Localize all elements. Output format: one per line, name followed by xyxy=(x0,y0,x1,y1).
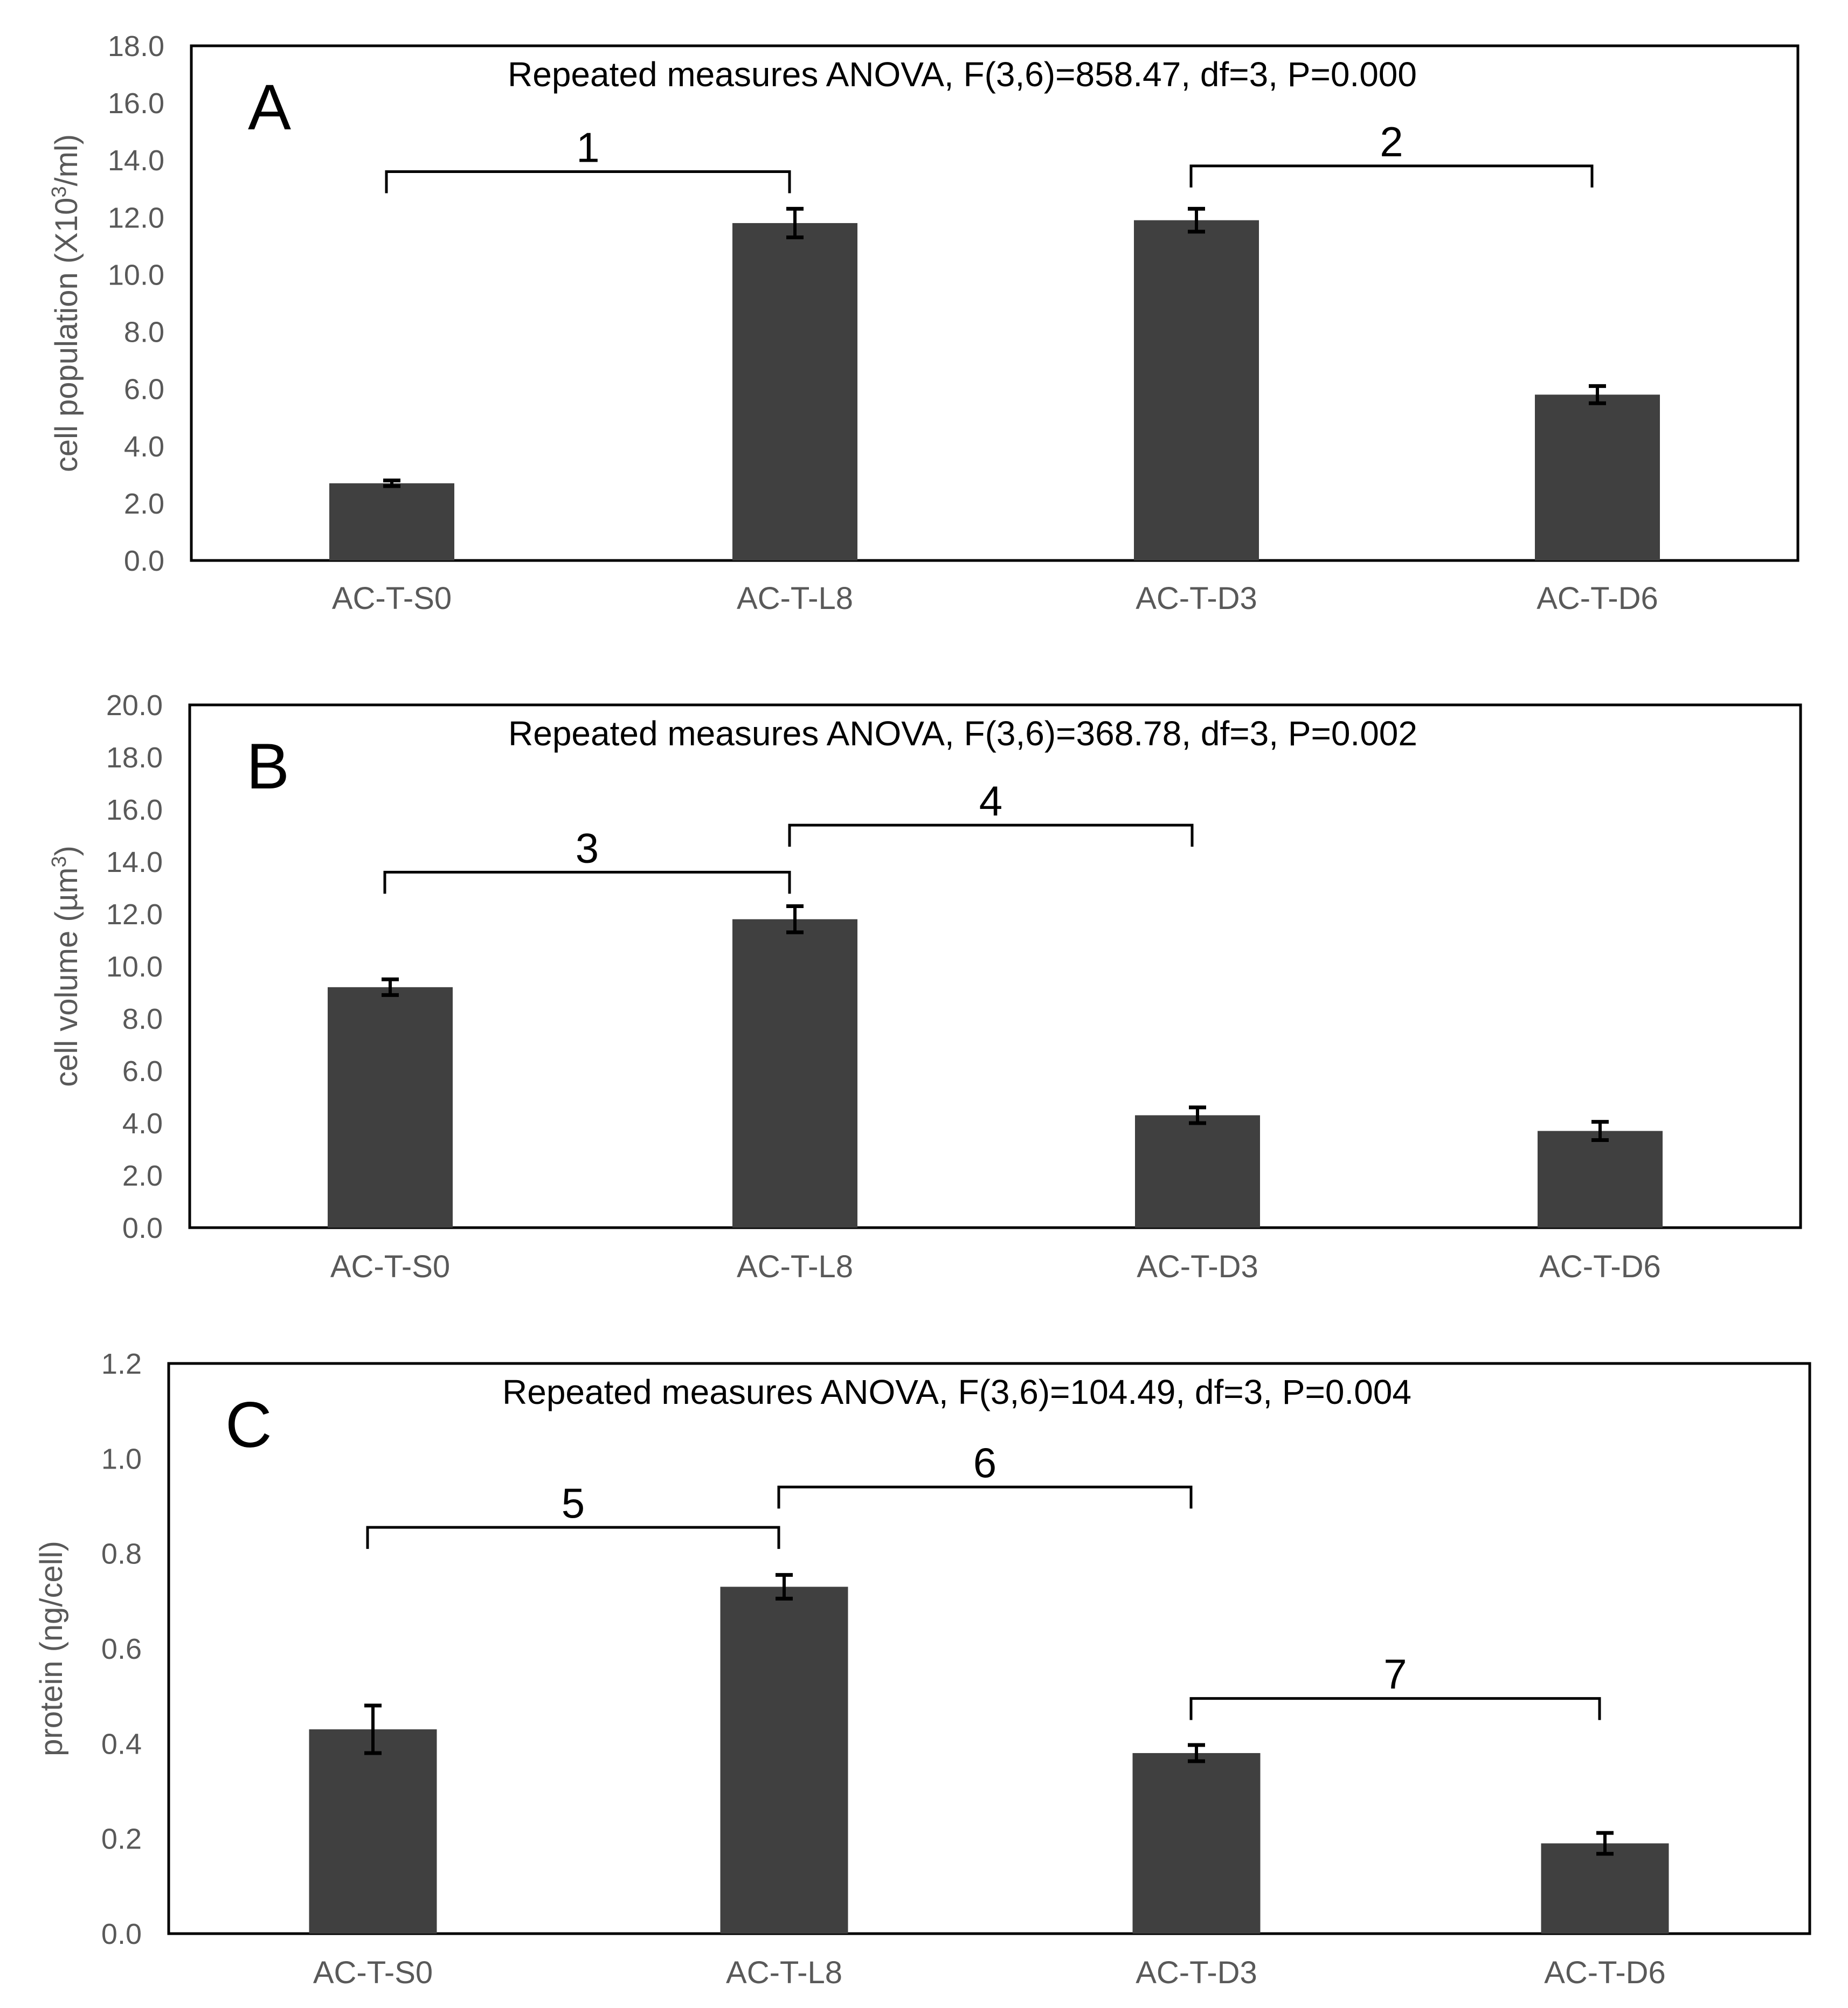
bar xyxy=(1132,1753,1261,1934)
anova-title: Repeated measures ANOVA, F(3,6)=858.47, … xyxy=(508,55,1417,94)
panel-letter: C xyxy=(225,1389,272,1461)
y-tick-label: 2.0 xyxy=(122,1160,163,1192)
y-tick-label: 8.0 xyxy=(124,316,164,349)
y-axis-title: protein (ng/cell) xyxy=(34,1541,69,1756)
bracket-label: 7 xyxy=(1383,1651,1407,1698)
error-bar xyxy=(1188,1743,1205,1763)
y-tick-label: 0.8 xyxy=(101,1538,142,1570)
x-tick-label: AC-T-L8 xyxy=(737,1249,853,1284)
plot-frame xyxy=(167,1362,1811,1935)
bracket-label: 3 xyxy=(576,824,599,871)
bracket-label: 5 xyxy=(562,1479,585,1527)
y-tick-label: 0.6 xyxy=(101,1633,142,1665)
x-tick-label: AC-T-S0 xyxy=(330,1249,450,1284)
significance-bracket: 2 xyxy=(1189,118,1594,188)
significance-bracket: 5 xyxy=(366,1479,780,1549)
y-tick-label: 18.0 xyxy=(108,30,164,63)
bar xyxy=(1538,1131,1663,1228)
y-tick-label: 10.0 xyxy=(106,951,163,983)
anova-title: Repeated measures ANOVA, F(3,6)=104.49, … xyxy=(502,1373,1411,1411)
y-tick-label: 12.0 xyxy=(106,898,163,931)
y-axis-title: cell volume (µm3) xyxy=(48,846,84,1087)
bar xyxy=(732,919,857,1228)
y-tick-label: 18.0 xyxy=(106,742,163,774)
y-tick-label: 0.2 xyxy=(101,1823,142,1855)
error-bar xyxy=(1589,384,1606,405)
bar xyxy=(328,987,453,1228)
x-tick-label: AC-T-L8 xyxy=(737,581,853,616)
bracket-label: 6 xyxy=(973,1439,996,1486)
y-tick-label: 12.0 xyxy=(108,202,164,234)
y-tick-label: 6.0 xyxy=(124,373,164,406)
y-tick-label: 1.2 xyxy=(101,1348,142,1380)
error-bar xyxy=(776,1573,793,1601)
x-tick-label: AC-T-D6 xyxy=(1536,581,1658,616)
error-bar xyxy=(364,1704,382,1755)
x-tick-label: AC-T-D6 xyxy=(1544,1955,1666,1990)
significance-bracket: 7 xyxy=(1189,1651,1601,1720)
significance-bracket: 3 xyxy=(383,824,791,894)
y-tick-label: 0.0 xyxy=(124,545,164,577)
error-bar xyxy=(786,206,804,239)
y-tick-label: 0.0 xyxy=(101,1918,142,1950)
panel-a: 0.0 2.0 4.0 6.0 8.0 10.0 12.0 14.0 16.0 18.0 AC-T-… xyxy=(48,30,1799,616)
significance-bracket: 4 xyxy=(788,777,1194,847)
x-tick-label: AC-T-D3 xyxy=(1136,1955,1257,1990)
x-tick-label: AC-T-S0 xyxy=(332,581,452,616)
bar xyxy=(720,1587,848,1934)
x-tick-label: AC-T-D6 xyxy=(1539,1249,1661,1284)
error-bar xyxy=(1591,1120,1609,1143)
bracket-label: 4 xyxy=(979,777,1002,825)
y-tick-label: 0.4 xyxy=(101,1728,142,1760)
significance-bracket: 1 xyxy=(385,123,791,193)
y-tick-label: 6.0 xyxy=(122,1055,163,1088)
y-axis-title: cell population (X103/ml) xyxy=(48,134,84,472)
bracket-label: 2 xyxy=(1380,118,1403,165)
y-tick-label: 1.0 xyxy=(101,1443,142,1475)
anova-title: Repeated measures ANOVA, F(3,6)=368.78, … xyxy=(508,714,1417,753)
error-bar xyxy=(1189,1105,1206,1125)
y-tick-label: 20.0 xyxy=(106,689,163,722)
bracket-label: 1 xyxy=(576,123,599,171)
y-tick-label: 16.0 xyxy=(108,87,164,120)
panel-letter: A xyxy=(248,71,291,143)
bar xyxy=(329,483,454,560)
bar xyxy=(1535,394,1660,560)
y-tick-label: 2.0 xyxy=(124,488,164,520)
error-bar xyxy=(382,977,399,997)
panel-b: 0.0 2.0 4.0 6.0 8.0 10.0 12.0 14.0 16.0 18.0 20.0 A… xyxy=(48,689,1802,1284)
x-tick-label: AC-T-S0 xyxy=(313,1955,433,1990)
significance-bracket: 6 xyxy=(777,1439,1193,1509)
y-tick-label: 14.0 xyxy=(106,846,163,878)
error-bar xyxy=(786,904,804,934)
bar xyxy=(309,1729,437,1934)
bar xyxy=(1134,220,1259,560)
error-bar xyxy=(1188,206,1205,234)
x-tick-label: AC-T-L8 xyxy=(726,1955,842,1990)
y-tick-label: 8.0 xyxy=(122,1003,163,1035)
panel-c: 0.0 0.2 0.4 0.6 0.8 1.0 1.2 AC-T-S0 AC-T-L8 AC-T-… xyxy=(34,1348,1811,1990)
bar xyxy=(732,223,857,560)
bar xyxy=(1135,1115,1260,1228)
error-bar xyxy=(1596,1831,1614,1856)
y-tick-label: 10.0 xyxy=(108,259,164,291)
x-tick-label: AC-T-D3 xyxy=(1137,1249,1258,1284)
y-tick-label: 4.0 xyxy=(124,431,164,463)
y-tick-label: 16.0 xyxy=(106,794,163,826)
y-tick-label: 14.0 xyxy=(108,144,164,177)
plot-frame xyxy=(188,703,1802,1229)
y-tick-label: 4.0 xyxy=(122,1107,163,1140)
error-bar xyxy=(383,478,400,488)
panel-letter: B xyxy=(246,730,289,802)
plot-frame xyxy=(190,44,1799,562)
x-tick-label: AC-T-D3 xyxy=(1136,581,1257,616)
bar xyxy=(1541,1843,1669,1934)
y-tick-label: 0.0 xyxy=(122,1212,163,1244)
